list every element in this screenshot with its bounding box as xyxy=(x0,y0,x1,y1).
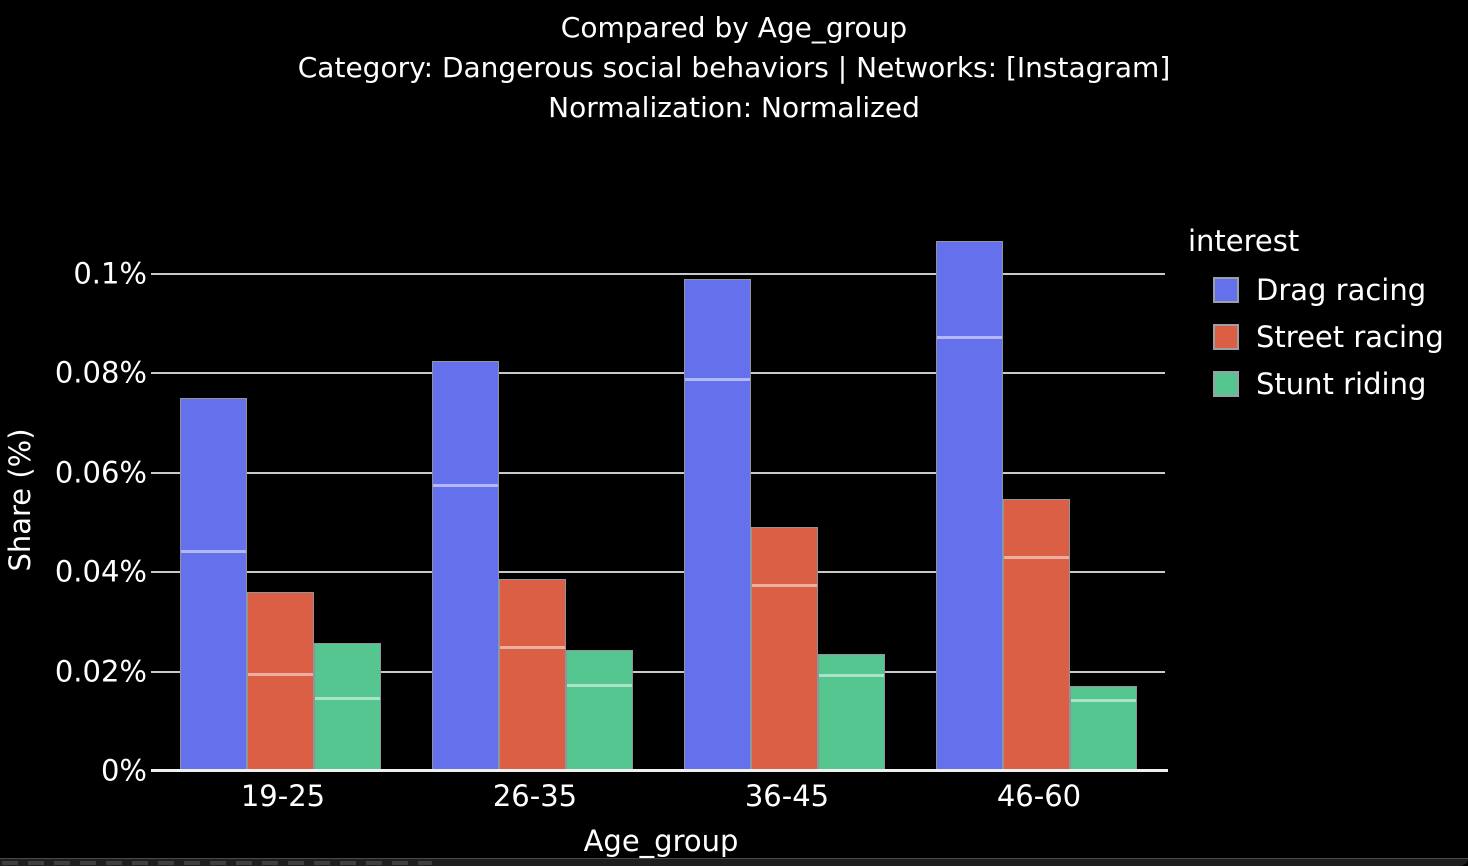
bar-stunt-riding-46-60[interactable] xyxy=(1070,686,1137,771)
bar-drag-racing-36-45[interactable] xyxy=(684,278,751,771)
legend-label-stunt-riding: Stunt riding xyxy=(1256,366,1427,401)
bar-street-racing-36-45[interactable] xyxy=(751,527,818,771)
x-tick-46-60: 46-60 xyxy=(996,779,1082,813)
legend: interest Drag racing Street racing Stunt r… xyxy=(1188,224,1444,407)
x-axis-tick-labels: 19-25 26-35 36-45 46-60 xyxy=(157,779,1165,813)
bar-segment-line xyxy=(1071,699,1136,703)
chart-subtitle-normalization: Normalization: Normalized xyxy=(548,91,920,124)
plot-area: 0% 0.02% 0.04% 0.06% 0.08% 0.1% xyxy=(55,224,1168,785)
x-tick-26-35: 26-35 xyxy=(492,779,578,813)
bar-group-46-60 xyxy=(913,224,1165,771)
bar-drag-racing-46-60[interactable] xyxy=(936,241,1003,771)
bar-segment-line xyxy=(1004,555,1069,559)
bar-segment-line xyxy=(315,697,380,701)
y-axis-title: Share (%) xyxy=(3,428,37,572)
bar-segment-line xyxy=(500,645,565,649)
bar-segment-line xyxy=(567,684,632,688)
bar-group-36-45 xyxy=(661,224,913,771)
y-tick-0%: 0% xyxy=(100,753,147,788)
bar-segment-line xyxy=(248,673,313,677)
x-axis-title: Age_group xyxy=(583,824,739,858)
legend-entries: Drag racing Street racing Stunt riding xyxy=(1188,266,1444,407)
x-tick-36-45: 36-45 xyxy=(744,779,830,813)
bar-segment-line xyxy=(752,584,817,588)
y-tick-0.04%: 0.04% xyxy=(54,554,147,589)
gridline-0.06% xyxy=(151,471,1165,474)
bar-segment-line xyxy=(181,549,246,553)
bar-street-racing-26-35[interactable] xyxy=(499,579,566,771)
y-tick-0.08%: 0.08% xyxy=(54,355,147,390)
bar-segment-line xyxy=(685,378,750,382)
y-tick-0.1%: 0.1% xyxy=(73,256,147,291)
gridline-0.04% xyxy=(151,571,1165,574)
x-axis-line xyxy=(151,769,1168,772)
cropped-text-artifact xyxy=(2,861,432,865)
gridline-0.08% xyxy=(151,372,1165,375)
legend-entry-drag-racing[interactable]: Drag racing xyxy=(1188,266,1444,313)
chart-title-block: Compared by Age_group Category: Dangerou… xyxy=(0,8,1468,128)
chart-title: Compared by Age_group xyxy=(560,11,908,44)
bar-stunt-riding-36-45[interactable] xyxy=(818,654,885,771)
bar-group-19-25 xyxy=(157,224,409,771)
y-tick-0.06%: 0.06% xyxy=(54,455,147,490)
x-tick-19-25: 19-25 xyxy=(240,779,326,813)
bar-drag-racing-19-25[interactable] xyxy=(180,398,247,771)
legend-swatch-stunt-riding xyxy=(1213,370,1239,397)
legend-entry-stunt-riding[interactable]: Stunt riding xyxy=(1188,360,1444,407)
bar-stunt-riding-26-35[interactable] xyxy=(566,649,633,771)
y-tick-0.02%: 0.02% xyxy=(54,654,147,689)
gridline-0.02% xyxy=(151,670,1165,673)
bar-stunt-riding-19-25[interactable] xyxy=(314,643,381,771)
bar-street-racing-46-60[interactable] xyxy=(1003,498,1070,771)
bar-segment-line xyxy=(819,674,884,678)
bar-street-racing-19-25[interactable] xyxy=(247,591,314,771)
legend-swatch-street-racing xyxy=(1213,323,1239,350)
bar-segment-line xyxy=(937,336,1002,340)
legend-swatch-drag-racing xyxy=(1213,276,1239,303)
bar-segment-line xyxy=(433,484,498,488)
legend-title: interest xyxy=(1188,224,1300,258)
chart-subtitle: Category: Dangerous social behaviors | N… xyxy=(297,51,1171,84)
gridline-0.1% xyxy=(151,272,1165,275)
bar-drag-racing-26-35[interactable] xyxy=(432,360,499,771)
legend-label-street-racing: Street racing xyxy=(1256,319,1444,354)
bar-group-26-35 xyxy=(409,224,661,771)
legend-label-drag-racing: Drag racing xyxy=(1256,272,1427,307)
legend-entry-street-racing[interactable]: Street racing xyxy=(1188,313,1444,360)
window-bottom-edge xyxy=(0,858,1468,866)
